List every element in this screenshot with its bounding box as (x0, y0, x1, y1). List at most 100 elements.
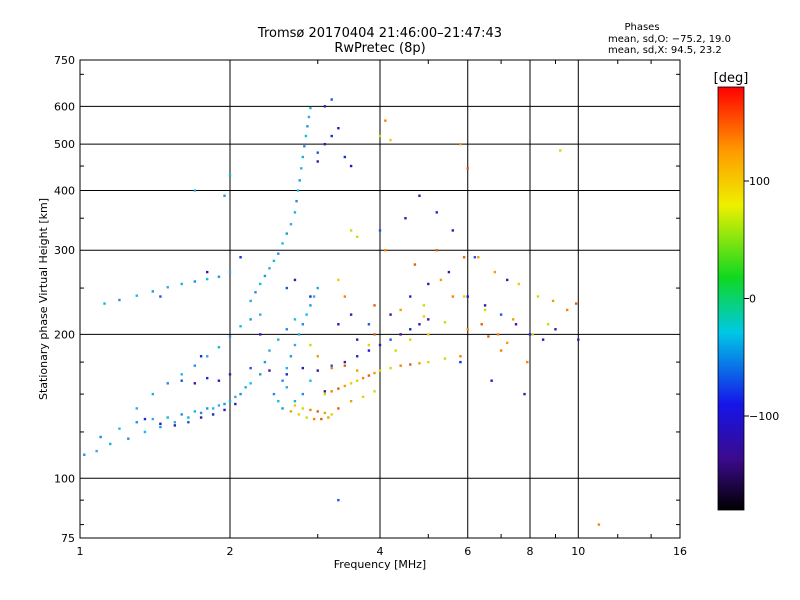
data-point (259, 282, 262, 286)
data-point (447, 270, 451, 274)
data-point (159, 295, 162, 298)
data-point (413, 263, 417, 266)
data-point (443, 357, 447, 360)
data-point (301, 407, 305, 410)
y-tick-label: 100 (54, 472, 75, 485)
x-tick-label: 16 (673, 545, 687, 558)
data-point (298, 179, 301, 182)
data-point (574, 302, 578, 305)
data-point (293, 278, 297, 282)
data-point (378, 229, 382, 232)
data-point (565, 308, 569, 312)
data-point (193, 382, 197, 385)
x-axis-label: Frequency [MHz] (334, 558, 426, 571)
y-tick-label: 400 (54, 184, 75, 197)
data-point (304, 134, 308, 138)
data-point (343, 155, 347, 159)
data-point (180, 373, 183, 376)
data-point (228, 373, 232, 376)
data-point (127, 437, 130, 440)
data-point (373, 390, 376, 393)
data-point (199, 355, 203, 358)
data-point (323, 105, 327, 108)
data-point (143, 430, 147, 434)
data-point (285, 232, 288, 235)
data-point (483, 304, 487, 307)
data-point (399, 333, 402, 336)
data-point (394, 349, 397, 352)
data-point (443, 321, 447, 324)
data-point (337, 323, 340, 326)
data-point (193, 364, 197, 367)
data-point (435, 249, 438, 252)
data-point (435, 211, 438, 214)
data-point (597, 523, 601, 526)
data-point (180, 379, 183, 382)
data-point (289, 410, 293, 413)
data-point (300, 167, 303, 170)
data-point (451, 229, 455, 232)
data-point (462, 295, 466, 298)
data-point (309, 379, 312, 382)
data-point (301, 392, 305, 396)
data-point (349, 229, 353, 232)
data-point (301, 323, 305, 326)
data-point (228, 270, 232, 274)
data-point (173, 421, 177, 424)
data-point (259, 333, 262, 336)
data-point (249, 366, 252, 370)
data-point (422, 304, 426, 307)
data-point (409, 328, 412, 331)
data-point (187, 416, 190, 419)
data-point (159, 425, 162, 429)
data-point (259, 373, 262, 376)
data-point (459, 355, 462, 358)
data-point (277, 338, 280, 341)
data-point (517, 282, 521, 286)
data-point (316, 410, 319, 413)
y-tick-label: 600 (54, 100, 75, 113)
data-point (217, 379, 221, 382)
x-tick-label: 1 (77, 545, 84, 558)
data-point (323, 390, 327, 393)
data-point (143, 417, 147, 421)
data-point (239, 256, 242, 259)
data-point (151, 290, 155, 293)
data-point (355, 338, 359, 341)
data-point (151, 392, 155, 396)
data-point (285, 328, 288, 331)
data-point (234, 395, 237, 399)
data-point (205, 376, 209, 380)
data-point (309, 295, 312, 298)
data-point (439, 278, 443, 282)
data-point (312, 417, 316, 421)
data-point (293, 211, 297, 214)
data-point (505, 278, 509, 282)
data-point (95, 449, 98, 453)
data-point (151, 417, 155, 421)
data-point (199, 411, 203, 415)
data-point (559, 149, 562, 152)
data-point (180, 282, 183, 286)
phase-stats-heading: Phases (624, 22, 660, 33)
data-point (367, 349, 371, 352)
data-point (427, 360, 430, 364)
data-point (349, 313, 353, 316)
data-point (83, 453, 86, 456)
data-point (281, 242, 284, 245)
data-point (173, 424, 177, 427)
data-point (399, 364, 402, 367)
data-point (330, 98, 333, 101)
data-point (422, 315, 426, 318)
data-point (389, 338, 392, 341)
data-point (316, 369, 319, 372)
data-point (389, 138, 392, 142)
colorbar-tick-label: 0 (749, 293, 756, 306)
y-tick-label: 300 (54, 244, 75, 257)
data-point (277, 252, 280, 255)
data-point (205, 270, 209, 274)
data-point (293, 318, 297, 321)
data-point (272, 392, 276, 396)
data-point (551, 299, 555, 303)
